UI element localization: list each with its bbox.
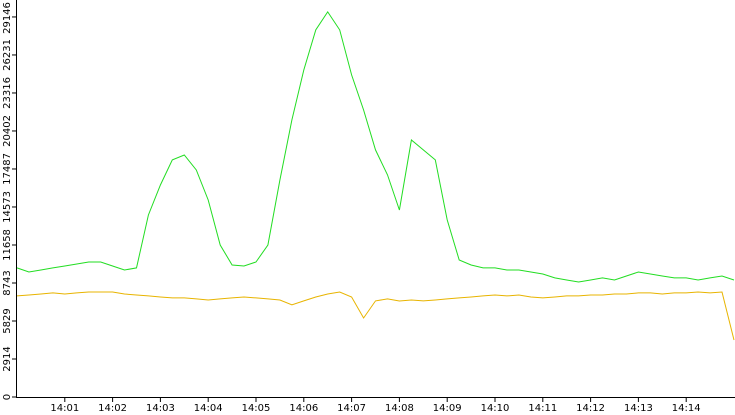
- y-tick-label: 20402: [2, 115, 13, 147]
- x-tick-label: 14:01: [50, 403, 79, 414]
- x-tick-label: 14:06: [289, 403, 318, 414]
- series-line: [16, 10, 735, 283]
- x-tick-label: 14:03: [146, 403, 175, 414]
- y-tick-label: 5829: [2, 308, 13, 333]
- y-tick-label: 17487: [2, 153, 13, 185]
- y-tick-label: 8743: [2, 270, 13, 295]
- y-tick-label: 0: [2, 394, 13, 400]
- y-tick-label: 14573: [2, 191, 13, 223]
- y-tick-label: 23316: [2, 77, 13, 109]
- x-tick-label: 14:09: [433, 403, 462, 414]
- x-tick-label: 14:02: [98, 403, 127, 414]
- x-tick-label: 14:05: [242, 403, 271, 414]
- y-tick-label: 29146: [2, 2, 13, 34]
- y-tick-label: 2914: [2, 346, 13, 371]
- x-tick-label: 14:14: [672, 403, 701, 414]
- x-tick-label: 14:04: [194, 403, 223, 414]
- x-tick-label: 14:13: [624, 403, 653, 414]
- x-tick-label: 14:10: [481, 403, 510, 414]
- x-tick-label: 14:12: [576, 403, 605, 414]
- y-tick-label: 11658: [2, 229, 13, 261]
- y-tick-label: 26231: [2, 39, 13, 71]
- x-tick-label: 14:07: [337, 403, 366, 414]
- x-tick-label: 14:08: [385, 403, 414, 414]
- x-tick-label: 14:11: [528, 403, 557, 414]
- series-line: [16, 291, 735, 341]
